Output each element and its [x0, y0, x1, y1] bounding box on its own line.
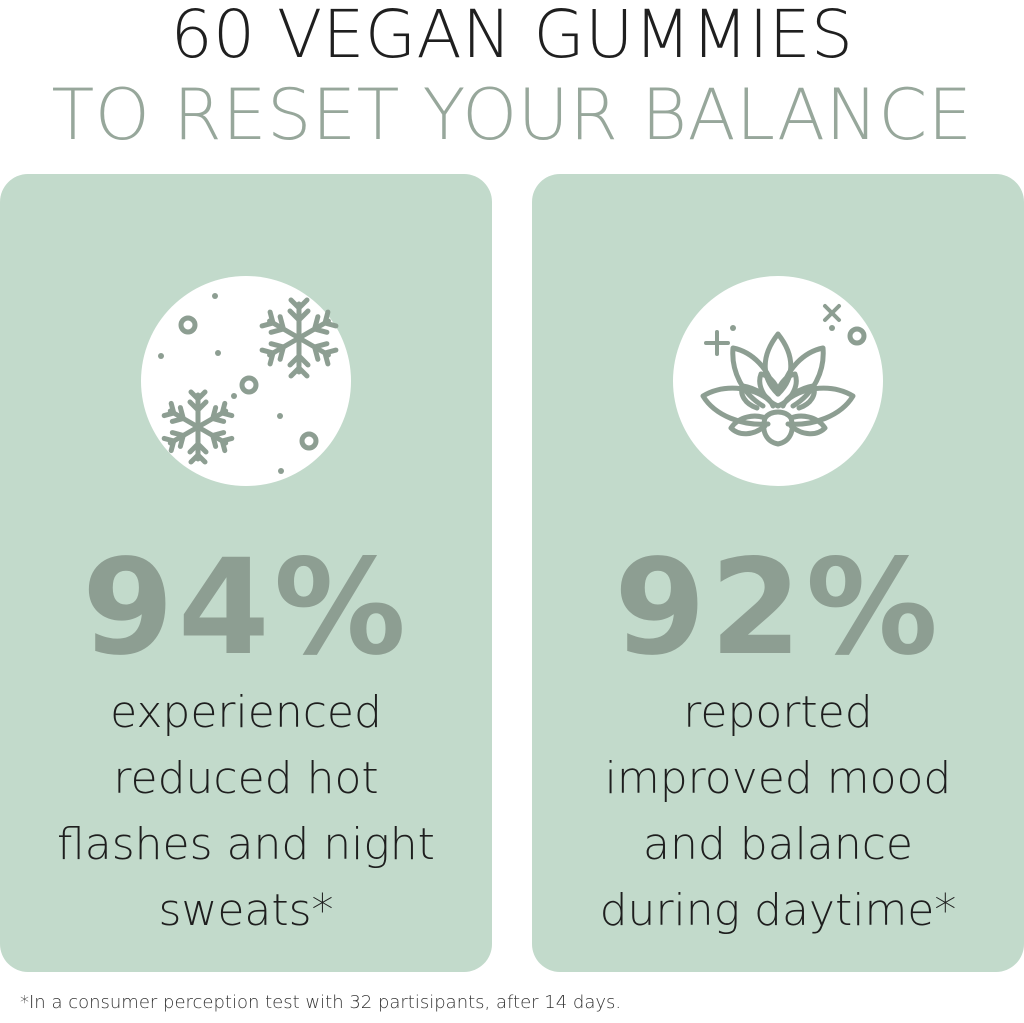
headline-line-2: TO RESET YOUR BALANCE [51, 74, 973, 156]
stat-value: 94% [82, 531, 410, 685]
stat-description-line: flashes and night [57, 819, 435, 870]
icon-circle [141, 276, 351, 486]
stat-description-line: and balance [643, 819, 913, 870]
stat-description-line: during daytime* [599, 885, 957, 936]
stat-value: 92% [614, 531, 942, 685]
stat-description-line: sweats* [158, 885, 334, 936]
headline-line-1: 60 VEGAN GUMMIES [170, 0, 854, 73]
stat-card-mood-balance: 92% reported improved mood and balance d… [532, 174, 1024, 972]
stat-description-line: improved mood [604, 753, 952, 804]
stat-description: reported improved mood and balance durin… [532, 680, 1024, 944]
stat-description-line: reported [683, 687, 873, 738]
stat-description-line: reduced hot [113, 753, 379, 804]
stat-description: experienced reduced hot flashes and nigh… [0, 680, 492, 944]
footnote: *In a consumer perception test with 32 p… [20, 992, 622, 1013]
icon-circle [673, 276, 883, 486]
lotus-icon [700, 304, 867, 447]
stat-card-hot-flashes: 94% experienced reduced hot flashes and … [0, 174, 492, 972]
snowflake-icon [158, 293, 351, 474]
stat-description-line: experienced [110, 687, 382, 738]
